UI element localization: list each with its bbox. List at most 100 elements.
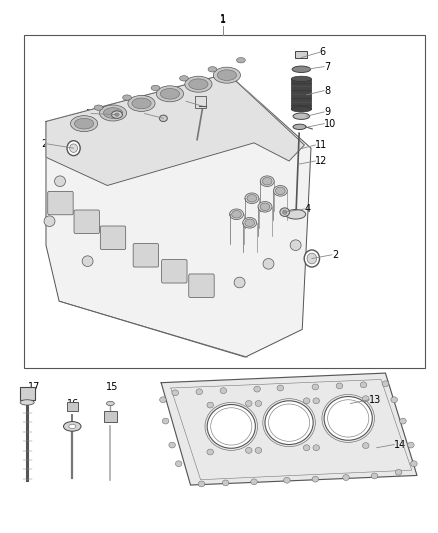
Ellipse shape (293, 113, 310, 119)
Ellipse shape (185, 76, 212, 92)
Polygon shape (46, 74, 311, 357)
Ellipse shape (20, 400, 34, 405)
Ellipse shape (395, 470, 402, 475)
Ellipse shape (343, 475, 350, 481)
FancyBboxPatch shape (133, 244, 159, 267)
Ellipse shape (151, 85, 160, 91)
Ellipse shape (255, 448, 261, 453)
Text: 7: 7 (324, 62, 330, 71)
Ellipse shape (207, 405, 255, 448)
Text: 11: 11 (315, 140, 328, 150)
Ellipse shape (230, 209, 244, 220)
Ellipse shape (217, 70, 237, 80)
Ellipse shape (123, 95, 131, 100)
Text: 2: 2 (332, 250, 338, 260)
Ellipse shape (291, 107, 311, 112)
Ellipse shape (260, 176, 274, 187)
Ellipse shape (162, 418, 169, 424)
FancyBboxPatch shape (195, 96, 206, 108)
FancyBboxPatch shape (189, 274, 214, 297)
Text: 4: 4 (138, 109, 145, 118)
Ellipse shape (207, 449, 213, 455)
Ellipse shape (213, 67, 240, 83)
Text: 17: 17 (28, 382, 40, 392)
FancyBboxPatch shape (74, 210, 99, 233)
Text: 16: 16 (67, 399, 80, 409)
Ellipse shape (336, 383, 343, 389)
Ellipse shape (313, 445, 320, 450)
Ellipse shape (254, 386, 260, 392)
Ellipse shape (286, 209, 306, 219)
Ellipse shape (245, 448, 252, 453)
Ellipse shape (71, 116, 98, 132)
Ellipse shape (169, 442, 175, 448)
Ellipse shape (115, 113, 119, 116)
Ellipse shape (273, 185, 287, 196)
Ellipse shape (220, 388, 227, 393)
Ellipse shape (291, 76, 311, 82)
Ellipse shape (251, 479, 257, 485)
Text: 1: 1 (220, 14, 226, 23)
Bar (291, 79, 311, 109)
FancyBboxPatch shape (295, 51, 307, 58)
FancyBboxPatch shape (162, 260, 187, 283)
Ellipse shape (262, 177, 272, 185)
Ellipse shape (292, 66, 311, 72)
FancyBboxPatch shape (67, 402, 78, 411)
FancyBboxPatch shape (104, 411, 117, 422)
Ellipse shape (304, 250, 320, 267)
Ellipse shape (232, 211, 241, 218)
Text: 3: 3 (85, 109, 91, 118)
FancyBboxPatch shape (20, 387, 35, 400)
Bar (24, 35, 425, 368)
Ellipse shape (67, 141, 80, 156)
Ellipse shape (265, 401, 313, 445)
Ellipse shape (280, 208, 290, 216)
Ellipse shape (407, 442, 414, 448)
Text: 15: 15 (106, 382, 118, 392)
Ellipse shape (245, 219, 254, 227)
Ellipse shape (293, 124, 306, 130)
Ellipse shape (362, 395, 369, 402)
Ellipse shape (156, 86, 184, 102)
Ellipse shape (245, 401, 252, 406)
Ellipse shape (307, 253, 317, 264)
Ellipse shape (312, 384, 319, 390)
Ellipse shape (128, 95, 155, 111)
Ellipse shape (263, 259, 274, 269)
Ellipse shape (268, 404, 310, 441)
Text: 14: 14 (394, 440, 406, 449)
Text: 6: 6 (320, 47, 326, 57)
Text: 5: 5 (180, 96, 186, 106)
Text: 10: 10 (324, 119, 336, 128)
Ellipse shape (283, 210, 287, 214)
Ellipse shape (196, 389, 203, 394)
Ellipse shape (258, 201, 272, 212)
Ellipse shape (276, 187, 285, 195)
Ellipse shape (208, 67, 217, 72)
Ellipse shape (312, 477, 319, 482)
Ellipse shape (362, 442, 369, 448)
Ellipse shape (260, 203, 270, 211)
Ellipse shape (360, 382, 367, 388)
Text: 8: 8 (324, 86, 330, 95)
Ellipse shape (159, 115, 167, 122)
Ellipse shape (399, 418, 406, 424)
Ellipse shape (283, 478, 290, 483)
Ellipse shape (55, 176, 66, 187)
Text: 12: 12 (315, 156, 328, 166)
Ellipse shape (371, 473, 378, 479)
FancyBboxPatch shape (48, 191, 73, 215)
Text: 2: 2 (41, 139, 47, 149)
Ellipse shape (132, 98, 151, 109)
Polygon shape (46, 74, 304, 185)
Ellipse shape (44, 216, 55, 227)
Ellipse shape (234, 277, 245, 288)
Ellipse shape (70, 144, 78, 152)
Text: 1: 1 (220, 15, 226, 25)
Ellipse shape (222, 480, 229, 486)
Ellipse shape (290, 240, 301, 251)
Ellipse shape (324, 397, 372, 440)
Ellipse shape (64, 422, 81, 431)
Text: 9: 9 (324, 107, 330, 117)
